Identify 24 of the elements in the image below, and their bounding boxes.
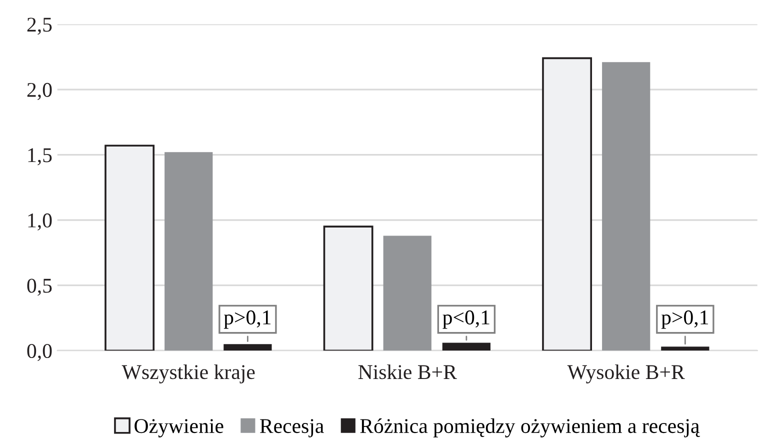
annotation: p>0,1: [224, 310, 271, 329]
bar: [602, 62, 650, 351]
bar: [323, 226, 374, 351]
x-tick-label: Wszystkie kraje: [122, 364, 255, 384]
y-tick-label: 1,5: [28, 148, 52, 166]
y-tick-label: 0,5: [27, 278, 52, 296]
bar: [542, 57, 592, 351]
legend-label: Recesja: [260, 419, 324, 438]
bar: [442, 342, 490, 351]
x-tick-label: Niskie B+R: [358, 364, 457, 380]
bar: [383, 236, 432, 351]
bar: [164, 152, 213, 351]
bar: [224, 344, 272, 351]
legend-label: Ożywienie: [134, 419, 224, 438]
y-tick-label: 1,0: [28, 213, 52, 230]
annotation: p<0,1: [442, 310, 490, 329]
legend-label: Różnica pomiędzy ożywieniem a recesją: [360, 418, 700, 438]
y-tick-label: 0,0: [27, 344, 52, 362]
annotation: p>0,1: [661, 310, 708, 329]
bar: [104, 144, 155, 351]
y-tick-label: 2,0: [27, 82, 52, 100]
bar: [661, 346, 710, 351]
y-tick-label: 2,5: [27, 18, 52, 35]
x-tick-label: Wysokie B+R: [567, 364, 685, 384]
